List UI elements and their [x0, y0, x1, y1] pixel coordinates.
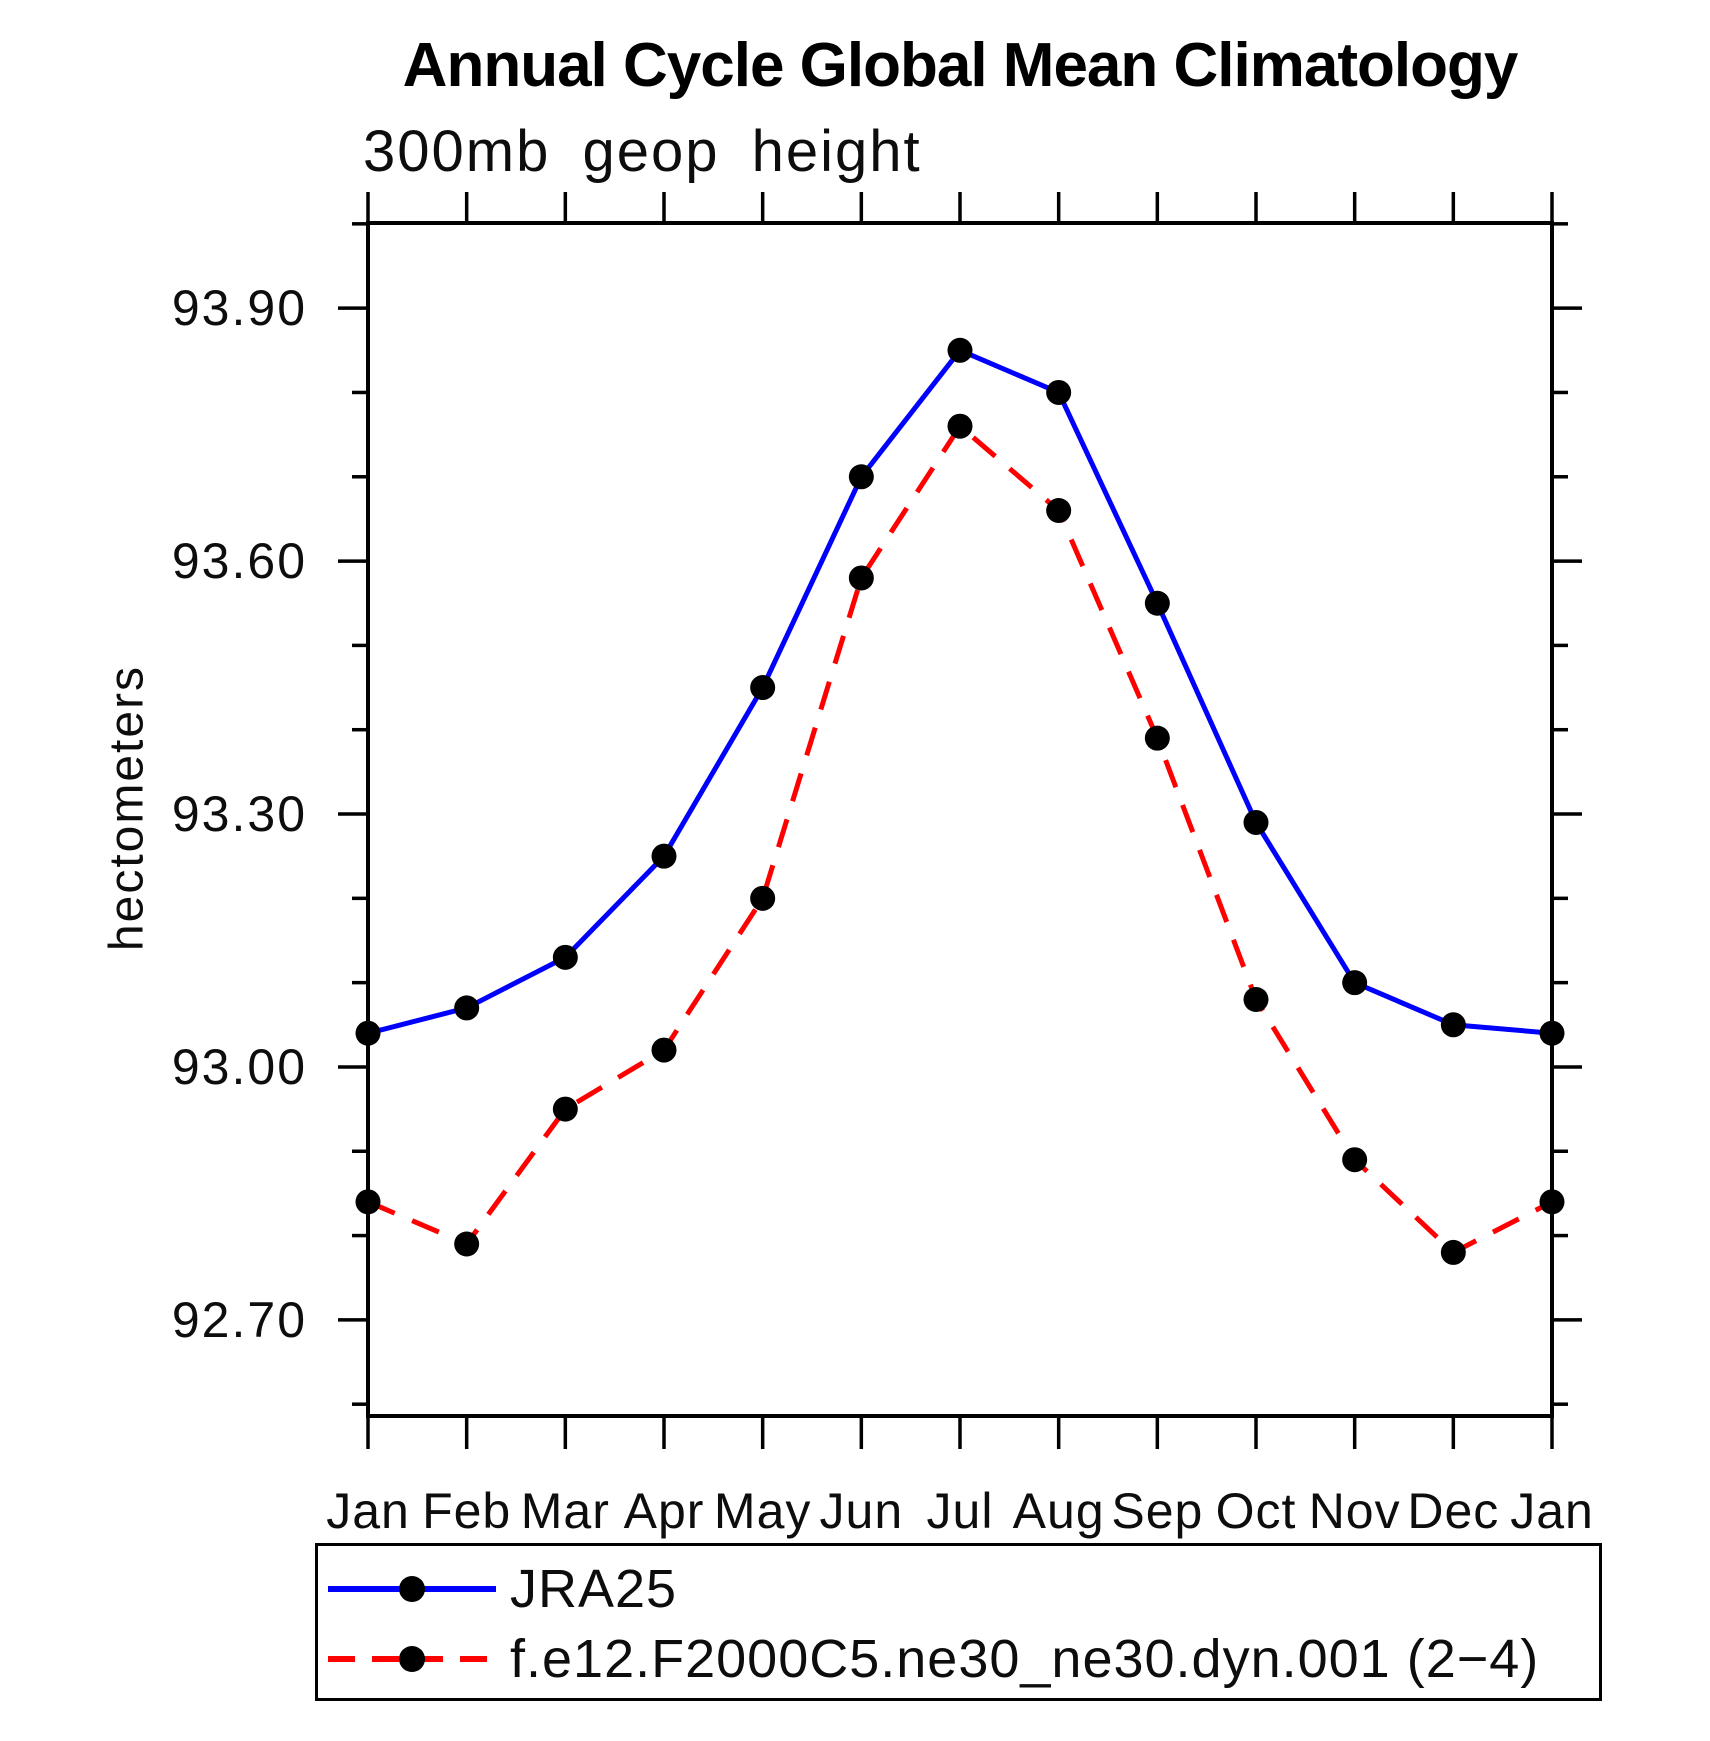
data-point-marker-jra25	[1342, 970, 1368, 996]
chart-title: Annual Cycle Global Mean Climatology	[402, 31, 1519, 100]
x-tick-label: Feb	[422, 1483, 511, 1539]
x-tick-label: May	[714, 1483, 811, 1539]
data-point-marker-jra25	[1046, 379, 1072, 405]
data-point-marker-model	[1243, 987, 1269, 1013]
data-point-marker-jra25	[1243, 809, 1269, 835]
data-point-marker-model	[750, 885, 776, 911]
legend-label: JRA25	[510, 1559, 678, 1619]
data-point-marker-jra25	[454, 995, 480, 1021]
legend-entry-model: f.e12.F2000C5.ne30_ne30.dyn.001 (2−4)	[324, 1629, 1599, 1689]
data-point-marker-model	[1342, 1147, 1368, 1173]
x-tick-label: Sep	[1111, 1483, 1203, 1539]
y-tick-label: 93.90	[172, 280, 307, 336]
x-tick-label: Aug	[1013, 1483, 1105, 1539]
data-point-marker-model	[1539, 1189, 1565, 1215]
data-point-marker-model	[848, 565, 874, 591]
data-point-marker-jra25	[1539, 1020, 1565, 1046]
data-point-marker-jra25	[947, 337, 973, 363]
legend-label: f.e12.F2000C5.ne30_ne30.dyn.001 (2−4)	[510, 1629, 1540, 1689]
data-point-marker-jra25	[1440, 1012, 1466, 1038]
x-tick-label: Jul	[927, 1483, 994, 1539]
chart-subtitle: 300mb geop height	[363, 119, 922, 184]
data-point-marker-model	[454, 1231, 480, 1257]
x-tick-label: Apr	[624, 1483, 705, 1539]
data-point-marker-model	[947, 413, 973, 439]
series-line-jra25	[367, 347, 1553, 1036]
plot-frame	[366, 221, 1554, 1418]
legend-entry-jra25: JRA25	[324, 1559, 1599, 1619]
data-point-marker-model	[1144, 725, 1170, 751]
legend: JRA25 f.e12.F2000C5.ne30_ne30.dyn.001 (2…	[315, 1543, 1602, 1701]
data-point-marker-jra25	[651, 843, 677, 869]
x-tick-label: Jun	[820, 1483, 904, 1539]
data-point-marker-model	[1046, 498, 1072, 524]
legend-line-sample-solid	[328, 1576, 496, 1602]
x-tick-label: Mar	[521, 1483, 610, 1539]
data-point-marker-jra25	[1144, 590, 1170, 616]
y-tick-label: 93.60	[172, 533, 307, 589]
y-tick-label: 93.30	[172, 786, 307, 842]
data-point-marker-model	[552, 1096, 578, 1122]
series-line-model	[367, 422, 1554, 1256]
data-point-marker-jra25	[552, 944, 578, 970]
x-tick-label: Dec	[1407, 1483, 1499, 1539]
x-tick-label: Oct	[1216, 1483, 1297, 1539]
x-tick-label: Jan	[1510, 1483, 1594, 1539]
data-point-marker-jra25	[750, 675, 776, 701]
x-tick-label: Jan	[326, 1483, 410, 1539]
data-point-marker-jra25	[355, 1020, 381, 1046]
data-point-marker-model	[355, 1189, 381, 1215]
data-point-marker-model	[651, 1037, 677, 1063]
data-point-marker-model	[1440, 1239, 1466, 1265]
data-point-marker-jra25	[848, 464, 874, 490]
y-tick-label: 92.70	[172, 1292, 307, 1348]
legend-line-sample-dashed	[328, 1646, 496, 1672]
x-tick-label: Nov	[1309, 1483, 1401, 1539]
y-tick-label: 93.00	[172, 1039, 307, 1095]
